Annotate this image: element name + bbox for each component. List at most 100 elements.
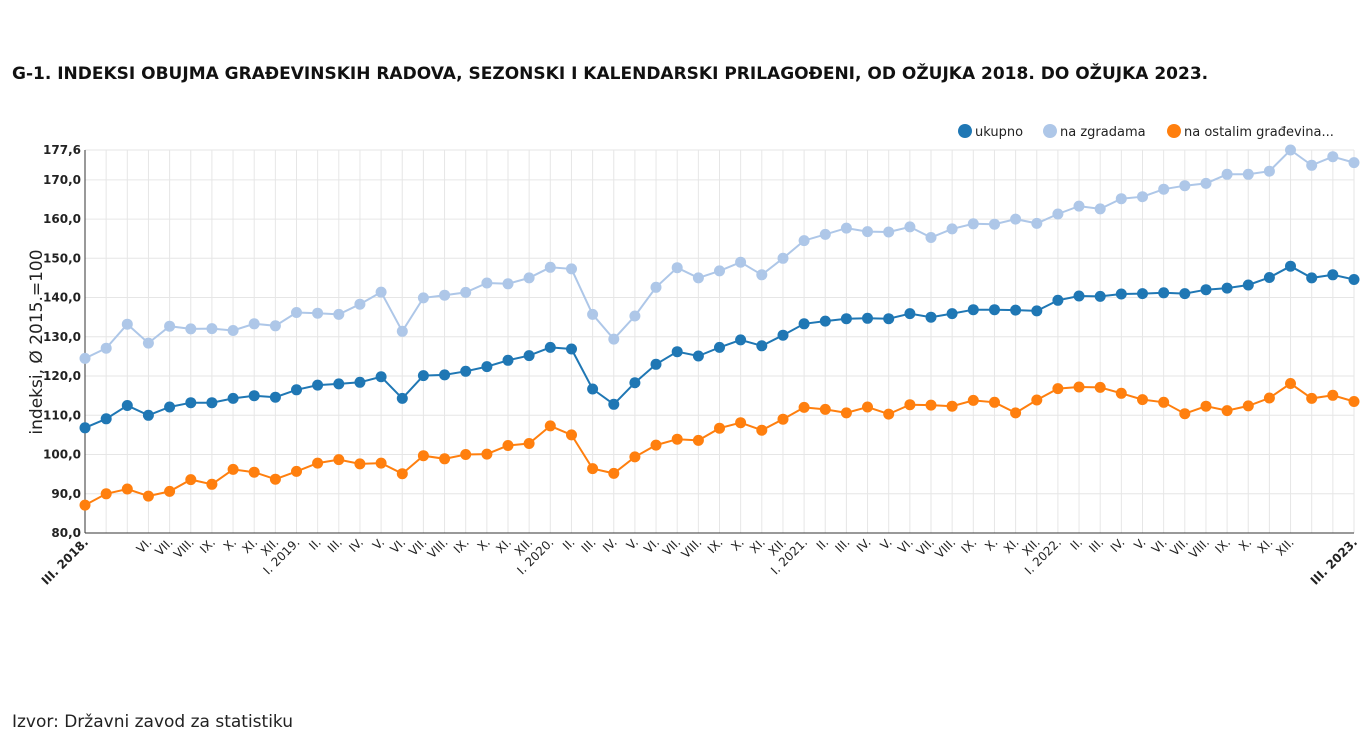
data-point[interactable] bbox=[566, 343, 577, 355]
data-point[interactable] bbox=[566, 263, 577, 275]
data-point[interactable] bbox=[227, 463, 239, 475]
data-point[interactable] bbox=[185, 474, 197, 486]
data-point[interactable] bbox=[1200, 400, 1212, 412]
data-point[interactable] bbox=[417, 450, 429, 462]
data-point[interactable] bbox=[714, 422, 725, 434]
data-point[interactable] bbox=[354, 298, 366, 310]
data-point[interactable] bbox=[1327, 151, 1339, 163]
data-point[interactable] bbox=[1115, 193, 1127, 205]
data-point[interactable] bbox=[692, 350, 704, 362]
data-point[interactable] bbox=[544, 420, 556, 432]
data-point[interactable] bbox=[756, 340, 768, 352]
data-point[interactable] bbox=[904, 308, 916, 320]
legend-item[interactable]: ukupno bbox=[958, 124, 1023, 140]
data-point[interactable] bbox=[819, 228, 831, 240]
data-point[interactable] bbox=[312, 379, 324, 391]
data-point[interactable] bbox=[608, 398, 620, 410]
data-point[interactable] bbox=[798, 318, 810, 330]
data-point[interactable] bbox=[967, 304, 979, 316]
data-point[interactable] bbox=[714, 265, 725, 277]
data-point[interactable] bbox=[777, 413, 789, 425]
data-point[interactable] bbox=[523, 438, 535, 449]
data-point[interactable] bbox=[1285, 378, 1296, 389]
data-point[interactable] bbox=[79, 352, 91, 364]
data-point[interactable] bbox=[248, 466, 260, 478]
data-point[interactable] bbox=[502, 354, 514, 366]
data-point[interactable] bbox=[291, 307, 302, 318]
data-point[interactable] bbox=[1179, 288, 1191, 300]
data-point[interactable] bbox=[671, 433, 683, 445]
data-point[interactable] bbox=[587, 463, 599, 475]
data-point[interactable] bbox=[883, 408, 895, 420]
data-point[interactable] bbox=[502, 278, 514, 290]
data-point[interactable] bbox=[904, 399, 916, 411]
data-point[interactable] bbox=[142, 409, 154, 421]
data-point[interactable] bbox=[100, 413, 112, 425]
data-point[interactable] bbox=[1073, 200, 1085, 212]
data-point[interactable] bbox=[671, 346, 683, 358]
data-point[interactable] bbox=[396, 325, 408, 337]
data-point[interactable] bbox=[777, 329, 789, 341]
data-point[interactable] bbox=[164, 320, 176, 332]
data-point[interactable] bbox=[925, 311, 937, 323]
data-point[interactable] bbox=[523, 350, 535, 362]
data-point[interactable] bbox=[375, 286, 387, 298]
data-point[interactable] bbox=[587, 383, 599, 395]
data-point[interactable] bbox=[1242, 400, 1254, 412]
data-point[interactable] bbox=[544, 341, 556, 353]
data-point[interactable] bbox=[354, 458, 366, 470]
data-point[interactable] bbox=[1242, 279, 1254, 291]
data-point[interactable] bbox=[608, 467, 620, 479]
data-point[interactable] bbox=[1200, 284, 1212, 296]
data-point[interactable] bbox=[121, 400, 133, 411]
data-point[interactable] bbox=[1221, 168, 1233, 180]
data-point[interactable] bbox=[269, 320, 281, 332]
data-point[interactable] bbox=[523, 272, 535, 284]
data-point[interactable] bbox=[1115, 387, 1127, 399]
data-point[interactable] bbox=[735, 334, 747, 346]
data-point[interactable] bbox=[925, 232, 937, 243]
data-point[interactable] bbox=[650, 281, 662, 293]
data-point[interactable] bbox=[840, 313, 852, 325]
data-point[interactable] bbox=[206, 323, 218, 335]
data-point[interactable] bbox=[819, 315, 831, 327]
data-point[interactable] bbox=[629, 377, 641, 389]
data-point[interactable] bbox=[206, 478, 218, 490]
data-point[interactable] bbox=[989, 396, 1000, 408]
data-point[interactable] bbox=[100, 488, 112, 500]
data-point[interactable] bbox=[798, 235, 810, 247]
data-point[interactable] bbox=[756, 424, 768, 436]
data-point[interactable] bbox=[1094, 381, 1106, 393]
data-point[interactable] bbox=[756, 269, 768, 281]
data-point[interactable] bbox=[608, 333, 620, 345]
data-point[interactable] bbox=[1094, 203, 1106, 215]
data-point[interactable] bbox=[333, 454, 345, 466]
data-point[interactable] bbox=[460, 449, 472, 460]
data-point[interactable] bbox=[1306, 392, 1318, 404]
data-point[interactable] bbox=[883, 226, 895, 238]
data-point[interactable] bbox=[671, 262, 683, 274]
data-point[interactable] bbox=[714, 341, 725, 353]
data-point[interactable] bbox=[1073, 381, 1085, 393]
data-point[interactable] bbox=[1285, 260, 1296, 272]
data-point[interactable] bbox=[460, 365, 472, 377]
data-point[interactable] bbox=[989, 304, 1000, 316]
data-point[interactable] bbox=[312, 307, 324, 319]
data-point[interactable] bbox=[121, 483, 133, 495]
data-point[interactable] bbox=[185, 397, 197, 409]
data-point[interactable] bbox=[1010, 407, 1022, 419]
data-point[interactable] bbox=[1073, 290, 1085, 302]
data-point[interactable] bbox=[1263, 165, 1275, 177]
data-point[interactable] bbox=[354, 376, 366, 388]
data-point[interactable] bbox=[925, 399, 937, 411]
data-point[interactable] bbox=[1348, 396, 1360, 407]
data-point[interactable] bbox=[1221, 282, 1233, 294]
data-point[interactable] bbox=[481, 448, 493, 460]
legend[interactable]: ukupno na zgradama na ostalim građevina... bbox=[958, 124, 1334, 140]
data-point[interactable] bbox=[333, 378, 345, 390]
data-point[interactable] bbox=[1348, 274, 1360, 285]
data-point[interactable] bbox=[777, 252, 789, 264]
data-point[interactable] bbox=[840, 407, 852, 419]
data-point[interactable] bbox=[798, 401, 810, 413]
data-point[interactable] bbox=[840, 222, 852, 234]
